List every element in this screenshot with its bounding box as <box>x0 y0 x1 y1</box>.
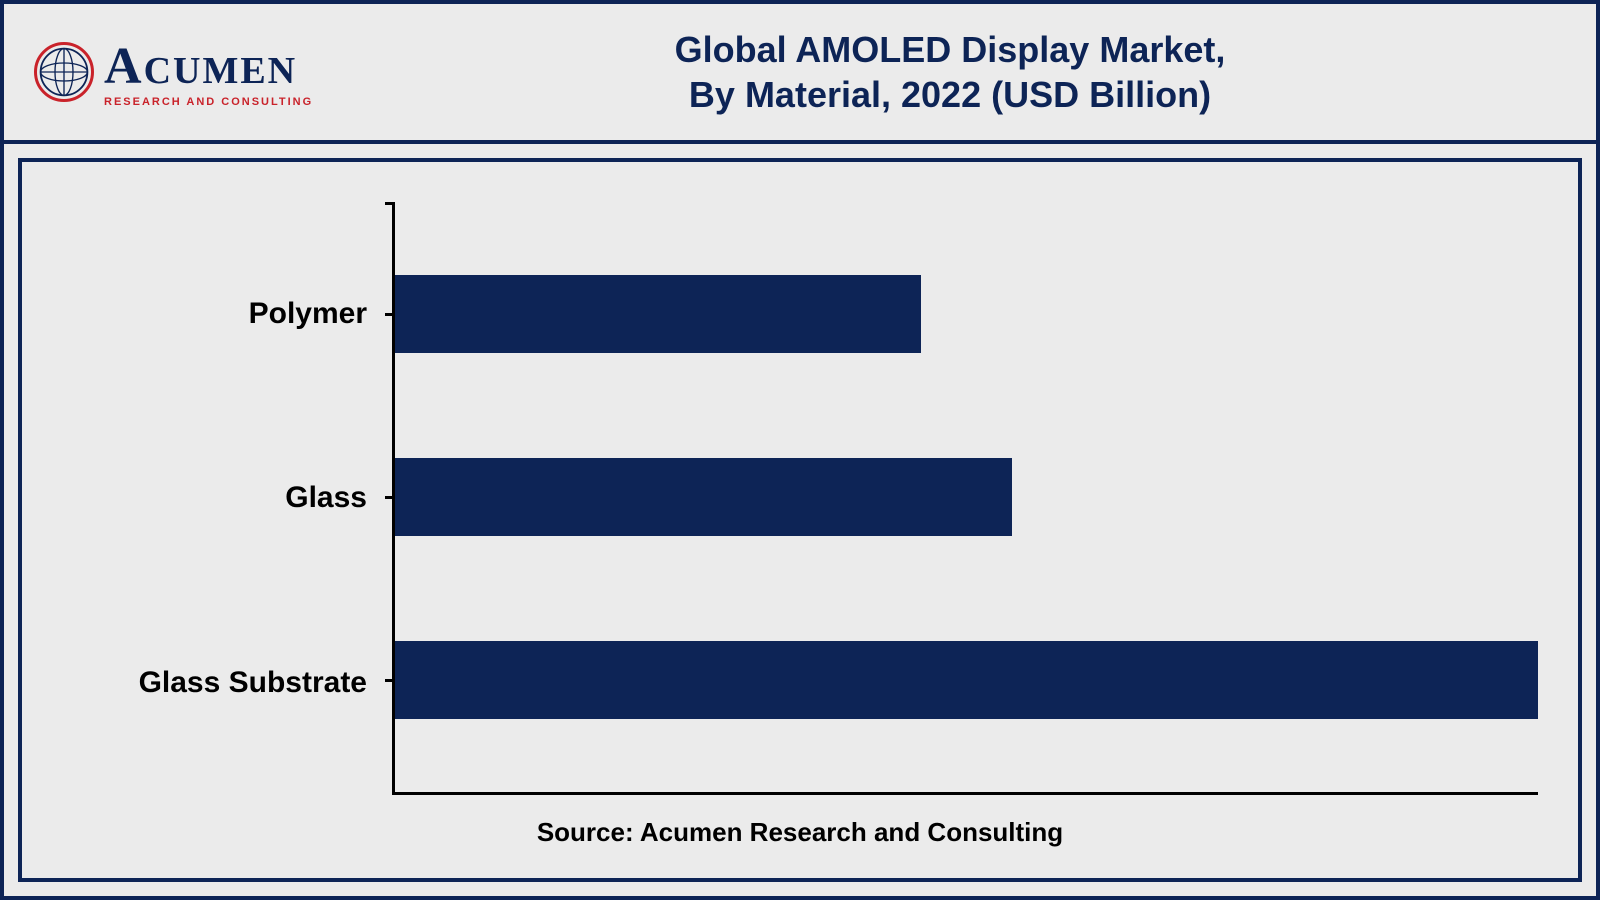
source-attribution: Source: Acumen Research and Consulting <box>62 795 1538 848</box>
bar <box>395 275 921 353</box>
bar <box>395 641 1538 719</box>
y-axis-labels: Polymer Glass Glass Substrate <box>62 202 392 795</box>
brand-logo: ACUMEN RESEARCH AND CONSULTING <box>34 22 334 122</box>
brand-text: ACUMEN RESEARCH AND CONSULTING <box>104 37 313 108</box>
brand-tagline: RESEARCH AND CONSULTING <box>104 96 313 108</box>
category-label: Polymer <box>249 297 367 331</box>
brand-name: ACUMEN <box>104 37 313 96</box>
bar <box>395 458 1012 536</box>
category-label: Glass <box>285 481 367 515</box>
report-card: ACUMEN RESEARCH AND CONSULTING Global AM… <box>0 0 1600 900</box>
globe-icon <box>34 42 94 102</box>
chart-area: Polymer Glass Glass Substrate <box>62 202 1538 795</box>
chart-panel: Polymer Glass Glass Substrate Source: Ac… <box>18 158 1582 882</box>
chart-title: Global AMOLED Display Market, By Materia… <box>334 27 1566 117</box>
category-label: Glass Substrate <box>139 666 367 700</box>
title-line-2: By Material, 2022 (USD Billion) <box>334 72 1566 117</box>
plot-area <box>392 202 1538 795</box>
title-line-1: Global AMOLED Display Market, <box>334 27 1566 72</box>
header-band: ACUMEN RESEARCH AND CONSULTING Global AM… <box>4 4 1596 144</box>
